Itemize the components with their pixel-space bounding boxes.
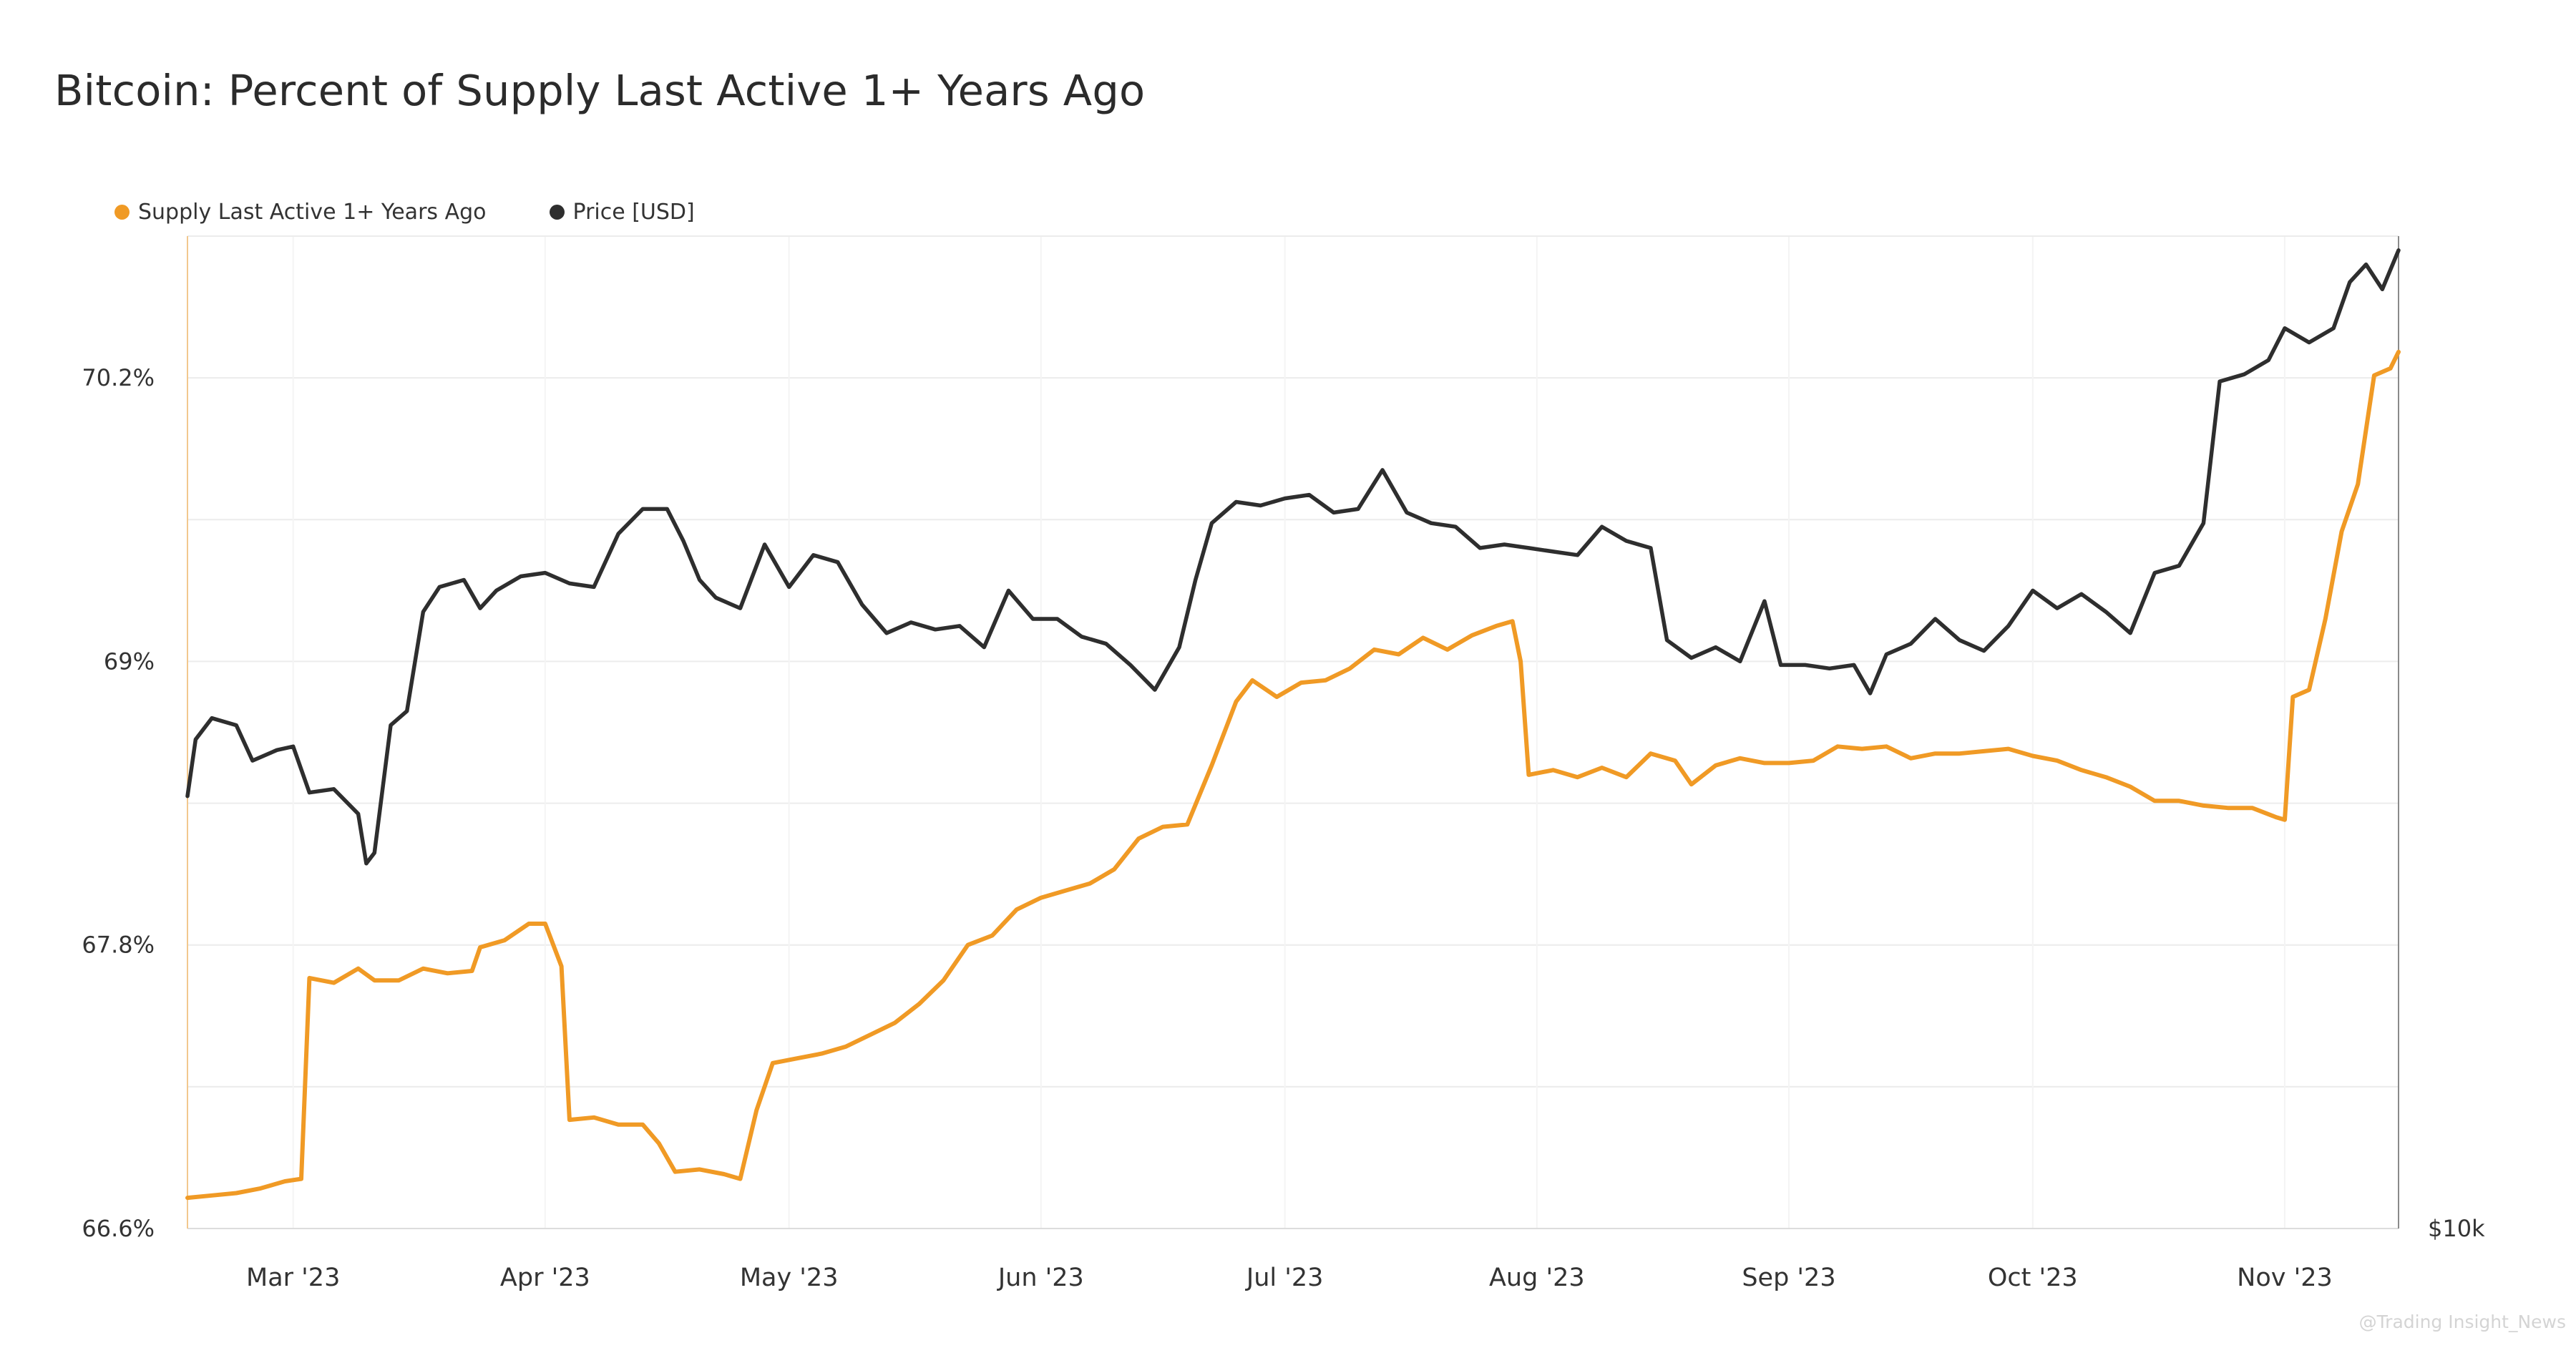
legend-item-price[interactable]: Price [USD] [549,200,695,225]
tick-labels: 70.2% 69% 67.8% 66.6% $10k Mar '23 Apr '23 May … [82,364,2485,1292]
axes [187,235,2399,1229]
y-tick-label-left: 69% [104,648,155,675]
series-line-supply [185,349,2401,1201]
chart-title: Bitcoin: Percent of Supply Last Active 1… [54,66,1146,115]
x-tick-label: Sep '23 [1742,1264,1835,1292]
watermark-text: @Trading Insight_News [2358,1312,2566,1332]
y-tick-label-left: 67.8% [82,932,155,959]
legend-label-supply: Supply Last Active 1+ Years Ago [138,200,487,225]
legend-dot-price [549,205,565,220]
y-tick-label-right: $10k [2428,1215,2485,1242]
legend-item-supply[interactable]: Supply Last Active 1+ Years Ago [114,200,487,225]
legend-label-price: Price [USD] [572,200,695,225]
x-tick-label: Apr '23 [500,1264,590,1292]
chart-legend: Supply Last Active 1+ Years Ago Price [U… [114,200,758,225]
series-line-price [185,248,2401,866]
grid-lines [187,236,2399,1229]
series-lines [185,248,2401,1201]
x-tick-label: Aug '23 [1489,1264,1585,1292]
x-tick-label: Oct '23 [1988,1264,2078,1292]
y-tick-label-left: 66.6% [82,1215,155,1242]
x-tick-label: Jun '23 [997,1264,1084,1292]
x-tick-label: May '23 [740,1264,839,1292]
x-tick-label: Mar '23 [246,1264,340,1292]
legend-dot-supply [114,205,130,220]
y-tick-label-left: 70.2% [82,364,155,391]
x-tick-label: Jul '23 [1245,1264,1324,1292]
x-tick-label: Nov '23 [2237,1264,2333,1292]
